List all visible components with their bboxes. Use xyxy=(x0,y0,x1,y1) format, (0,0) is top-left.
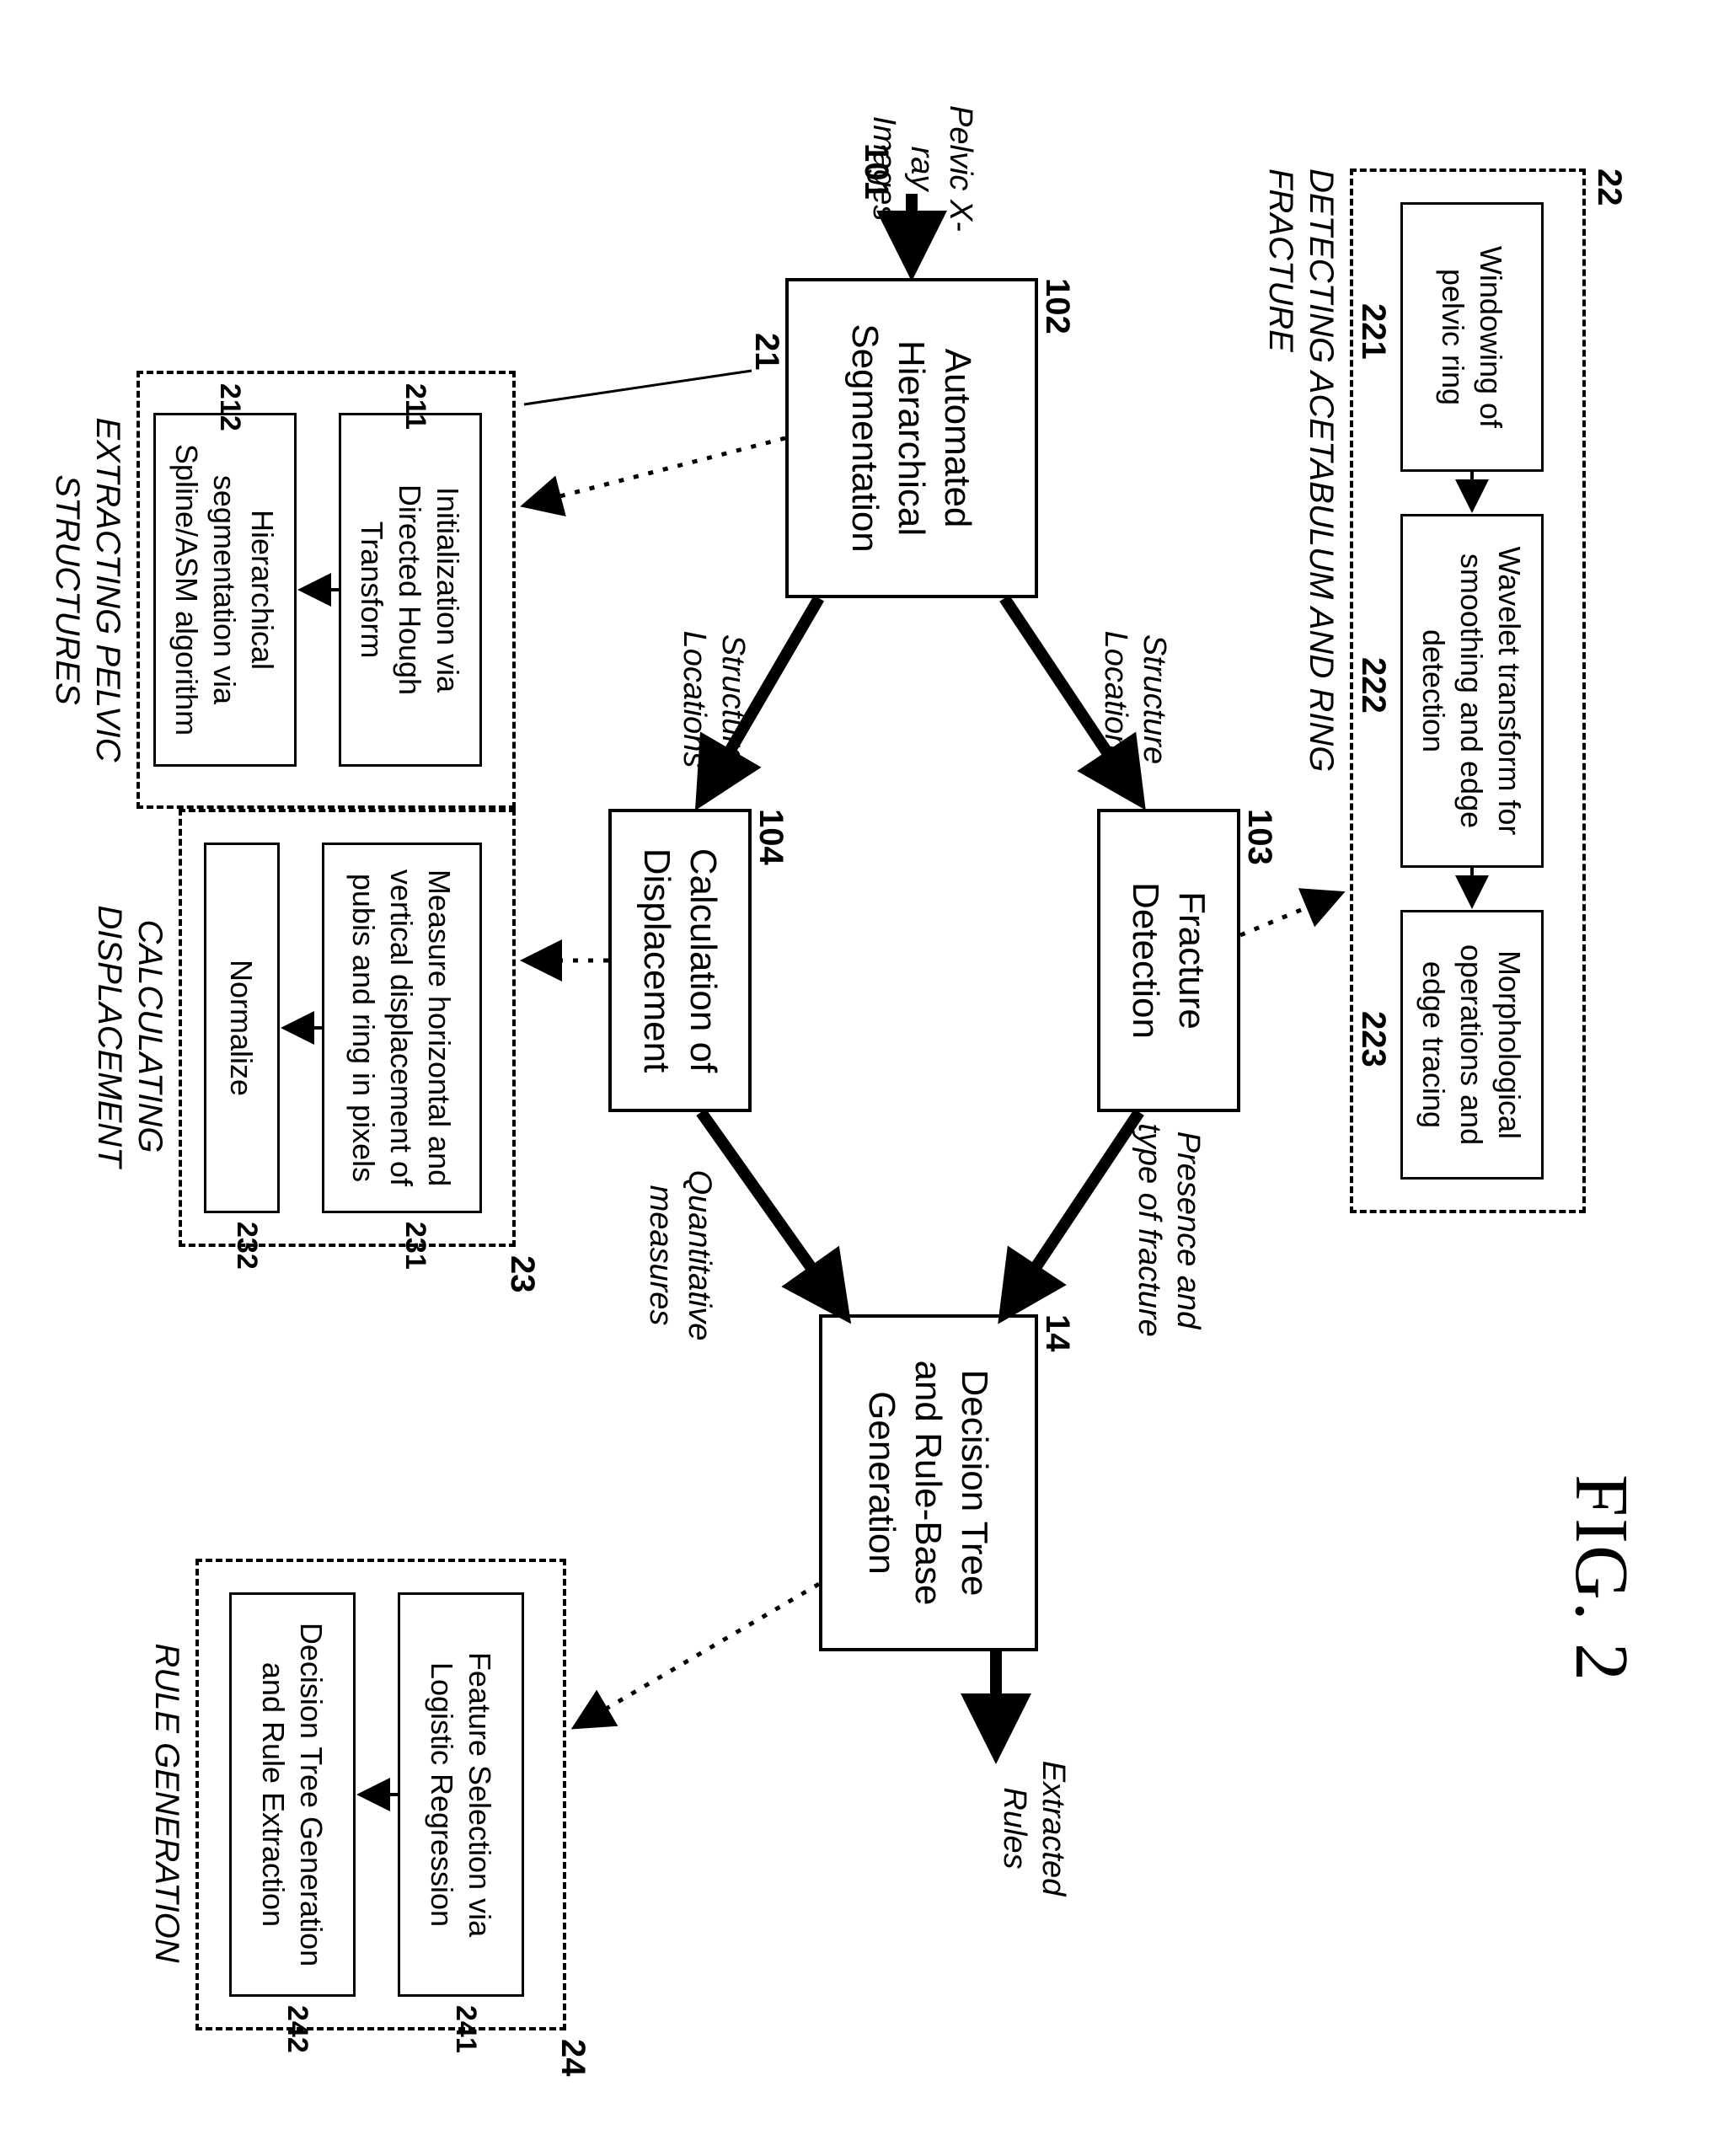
box-211: Initialization via Directed Hough Transf… xyxy=(339,413,482,767)
ref-212: 212 xyxy=(213,383,246,431)
ref-22: 22 xyxy=(1590,169,1628,206)
box-232: Normalize xyxy=(204,843,280,1213)
ref-24: 24 xyxy=(554,2039,592,2077)
ref-211: 211 xyxy=(399,383,431,430)
edge-102-104: Structure Locations xyxy=(675,607,752,792)
ref-242: 242 xyxy=(281,2005,313,2053)
group-22-title: DETECTING ACETABULUM AND RING FRACTURE xyxy=(1261,169,1341,1011)
ref-221: 221 xyxy=(1354,303,1392,360)
group-21-title: EXTRACTING PELVIC STRUCTURES xyxy=(47,413,128,767)
ref-21: 21 xyxy=(747,333,785,371)
box-222: Wavelet transform for smoothing and edge… xyxy=(1400,514,1544,868)
ref-231: 231 xyxy=(399,1222,431,1270)
ref-101: 101 xyxy=(857,143,895,200)
box-231: Measure horizontal and vertical displace… xyxy=(322,843,482,1213)
box-241: Feature Selection via Logistic Regressio… xyxy=(398,1592,524,1997)
group-23-title: CALCULATING DISPLACEMENT xyxy=(89,885,170,1188)
edge-14-out: Extracted Rules xyxy=(995,1736,1072,1921)
ref-104: 104 xyxy=(752,809,790,865)
ref-23: 23 xyxy=(503,1255,541,1293)
box-242: Decision Tree Generation and Rule Extrac… xyxy=(229,1592,356,1997)
ref-232: 232 xyxy=(230,1222,263,1270)
diagram-stage: FIG. 2 22 Windowing of pelvic ring 221 W… xyxy=(0,0,1712,2156)
ref-222: 222 xyxy=(1354,657,1392,714)
node-102: Automated Hierarchical Segmentation xyxy=(785,278,1038,598)
box-212: Hierarchical segmentation via Spline/ASM… xyxy=(153,413,297,767)
node-103: Fracture Detection xyxy=(1097,809,1240,1112)
node-14: Decision Tree and Rule-Base Generation xyxy=(819,1314,1038,1651)
edge-102-103: Structure Locations xyxy=(1096,607,1173,792)
box-221: Windowing of pelvic ring xyxy=(1400,202,1544,472)
edge-103-14: Presence and type of fracture xyxy=(1130,1112,1207,1348)
ref-102: 102 xyxy=(1038,278,1076,334)
ref-103: 103 xyxy=(1240,809,1278,865)
figure-title: FIG. 2 xyxy=(1558,1474,1645,1683)
box-223: Morphological operations and edge tracin… xyxy=(1400,910,1544,1180)
ref-241: 241 xyxy=(449,2005,482,2053)
edge-104-14: Quantitative measures xyxy=(641,1154,718,1356)
ref-223: 223 xyxy=(1354,1011,1392,1067)
node-104: Calculation of Displacement xyxy=(608,809,752,1112)
ref-14: 14 xyxy=(1038,1314,1076,1352)
group-24-title: RULE GENERATION xyxy=(147,1643,187,1963)
